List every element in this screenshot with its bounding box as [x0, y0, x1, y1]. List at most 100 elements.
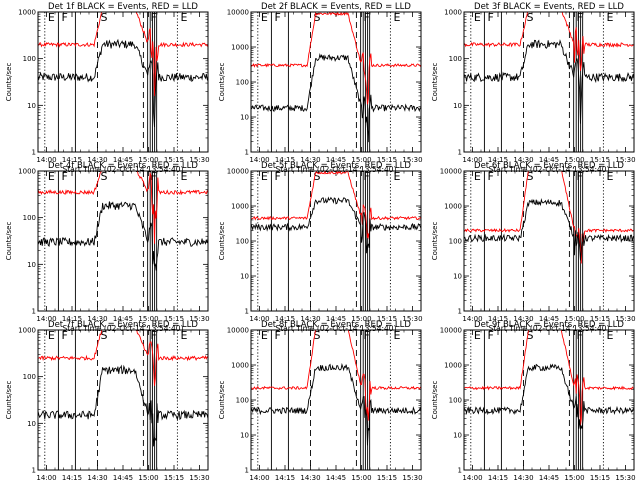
- segment-marker-label: E: [180, 329, 187, 342]
- panel-title: Det 6f BLACK = Events, RED = LLD: [474, 161, 624, 171]
- segment-marker-label: E: [393, 11, 400, 24]
- panel-det-3: Det 3f BLACK = Events, RED = LLD Counts/s…: [431, 2, 636, 174]
- events-series-line: [464, 363, 634, 430]
- x-axis-label: Start Time (02-Oct-14 13:54:40): [62, 165, 183, 174]
- y-axis-label: Counts/sec: [218, 222, 226, 261]
- y-tick-label: 100: [449, 238, 462, 246]
- segment-marker-label: F: [364, 170, 370, 183]
- x-tick-label: 15:00: [564, 156, 584, 164]
- events-series-line: [38, 38, 208, 128]
- lld-series-line: [464, 330, 634, 426]
- x-tick-label: 14:45: [326, 474, 346, 480]
- x-tick-label: 14:45: [326, 315, 346, 323]
- x-tick-label: 15:15: [377, 156, 397, 164]
- lld-series-line: [464, 171, 634, 264]
- y-tick-label: 1000: [18, 327, 36, 335]
- panel-det-9: Det 9f BLACK = Events, RED = LLD Counts/s…: [431, 320, 636, 480]
- y-tick-label: 1: [32, 149, 36, 157]
- x-tick-label: 15:00: [564, 474, 584, 480]
- plot-frame: [250, 11, 422, 153]
- x-tick-label: 15:00: [138, 156, 158, 164]
- x-axis-label: Start Time (02-Oct-14 13:54:40): [62, 324, 183, 333]
- x-axis-label: Start Time (02-Oct-14 13:54:40): [275, 324, 396, 333]
- y-tick-label: 1: [458, 308, 462, 316]
- x-tick-label: 15:30: [402, 156, 422, 164]
- x-tick-label: 15:15: [164, 315, 184, 323]
- x-tick-label: 15:30: [615, 315, 635, 323]
- y-axis-label: Counts/sec: [5, 63, 13, 102]
- x-tick-label: 15:00: [351, 315, 371, 323]
- y-tick-label: 1000: [444, 203, 462, 211]
- panel-title: Det 7f BLACK = Events, RED = LLD: [48, 320, 198, 330]
- segment-marker-label: F: [577, 11, 583, 24]
- segment-marker-label: S: [527, 329, 534, 342]
- x-tick-label: 15:00: [138, 474, 158, 480]
- segment-marker-label: E: [261, 170, 268, 183]
- segment-marker-label: S: [527, 170, 534, 183]
- x-tick-label: 14:15: [488, 474, 508, 480]
- y-tick-label: 1: [32, 467, 36, 475]
- segment-marker-label: F: [364, 329, 370, 342]
- plot-frame: [463, 170, 635, 312]
- lld-series-line: [38, 12, 208, 97]
- segment-marker-label: E: [48, 170, 55, 183]
- segment-marker-label: E: [180, 170, 187, 183]
- x-tick-label: 14:00: [249, 315, 269, 323]
- x-tick-label: 15:00: [138, 315, 158, 323]
- x-tick-label: 15:00: [351, 156, 371, 164]
- x-tick-label: 14:45: [113, 315, 133, 323]
- x-tick-label: 15:30: [615, 474, 635, 480]
- x-tick-label: 14:45: [113, 474, 133, 480]
- lld-series-line: [251, 171, 421, 240]
- segment-marker-label: E: [261, 11, 268, 24]
- y-tick-label: 1000: [18, 168, 36, 176]
- y-tick-label: 100: [23, 55, 36, 63]
- panel-det-5: Det 5f BLACK = Events, RED = LLD Counts/s…: [218, 161, 423, 333]
- plot-frame: [37, 11, 209, 153]
- x-tick-label: 14:30: [87, 156, 107, 164]
- plot-frame: [463, 329, 635, 471]
- plot-frame: [463, 11, 635, 153]
- y-tick-label: 1: [245, 149, 249, 157]
- panel-det-1: Det 1f BLACK = Events, RED = LLD Counts/s…: [5, 2, 210, 174]
- x-tick-label: 15:15: [377, 315, 397, 323]
- segment-marker-label: E: [261, 329, 268, 342]
- panel-title: Det 4f BLACK = Events, RED = LLD: [48, 161, 198, 171]
- x-tick-label: 14:45: [113, 156, 133, 164]
- x-axis-label: Start Time (02-Oct-14 13:54:40): [488, 165, 609, 174]
- panel-title: Det 9f BLACK = Events, RED = LLD: [474, 320, 624, 330]
- x-tick-label: 15:00: [564, 315, 584, 323]
- segment-marker-label: S: [101, 170, 108, 183]
- y-tick-label: 1: [245, 467, 249, 475]
- x-tick-label: 15:15: [590, 474, 610, 480]
- y-tick-label: 10: [453, 102, 462, 110]
- x-tick-label: 14:15: [62, 474, 82, 480]
- x-tick-label: 14:30: [87, 474, 107, 480]
- events-series-line: [251, 362, 421, 446]
- y-tick-label: 100: [236, 397, 249, 405]
- events-series-line: [38, 201, 208, 271]
- panel-det-8: Det 8f BLACK = Events, RED = LLD Counts/s…: [218, 320, 423, 480]
- x-tick-label: 14:30: [513, 474, 533, 480]
- segment-marker-label: F: [61, 329, 67, 342]
- x-tick-label: 14:15: [488, 315, 508, 323]
- y-axis-label: Counts/sec: [431, 63, 439, 102]
- x-tick-label: 14:15: [275, 315, 295, 323]
- y-tick-label: 1000: [444, 362, 462, 370]
- plot-frame: [37, 170, 209, 312]
- segment-marker-label: E: [474, 11, 481, 24]
- y-axis-label: Counts/sec: [218, 63, 226, 102]
- x-tick-label: 14:00: [462, 156, 482, 164]
- x-axis-label: Start Time (02-Oct-14 13:54:40): [488, 324, 609, 333]
- x-tick-label: 15:15: [590, 156, 610, 164]
- lld-series-line: [38, 171, 208, 244]
- segment-marker-label: E: [393, 329, 400, 342]
- y-tick-label: 10: [27, 420, 36, 428]
- x-tick-label: 15:15: [590, 315, 610, 323]
- segment-marker-label: E: [48, 11, 55, 24]
- segment-marker-label: F: [577, 170, 583, 183]
- panel-title: Det 1f BLACK = Events, RED = LLD: [48, 2, 198, 12]
- x-tick-label: 14:00: [36, 156, 56, 164]
- y-tick-label: 10000: [227, 327, 249, 335]
